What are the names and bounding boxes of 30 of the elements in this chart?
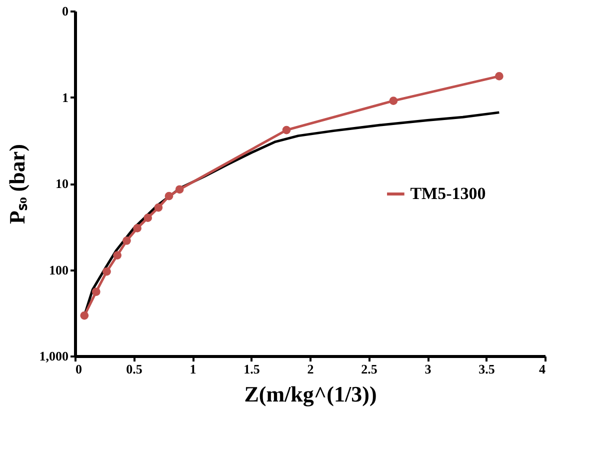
point	[144, 214, 152, 222]
point	[102, 267, 111, 276]
point	[494, 72, 504, 80]
x-tick-label: 0.5	[126, 362, 143, 376]
point	[92, 288, 100, 296]
x-axis-title: Z(m/kg^(1/3))	[244, 382, 377, 406]
point	[389, 96, 398, 105]
x-tick-label: 2.5	[361, 362, 378, 376]
x-tick-label: 4	[539, 362, 546, 376]
x-tick-label: 0	[76, 362, 82, 376]
y-tick-label: 0	[62, 4, 68, 18]
y-tick-label: 100	[49, 262, 68, 278]
y-tick-label: 10	[56, 176, 68, 191]
y-tick-label: 1,000	[39, 348, 68, 364]
y-axis-title: Pₛₒ (bar)	[4, 144, 30, 224]
point	[133, 224, 142, 232]
x-tick-label: 1	[190, 362, 196, 376]
point	[175, 185, 184, 194]
point	[113, 251, 122, 260]
x-tick-label: 3	[424, 362, 432, 376]
legend-label: TM5-1300	[410, 184, 486, 203]
point	[282, 126, 291, 134]
point	[154, 203, 163, 212]
x-tick-label: 3.5	[478, 362, 496, 376]
x-tick-label: 2	[307, 362, 314, 376]
point	[80, 311, 89, 320]
point	[122, 236, 131, 245]
point	[164, 192, 174, 200]
x-tick-label: 1.5	[244, 362, 260, 376]
y-tick-label: 1	[62, 90, 68, 105]
